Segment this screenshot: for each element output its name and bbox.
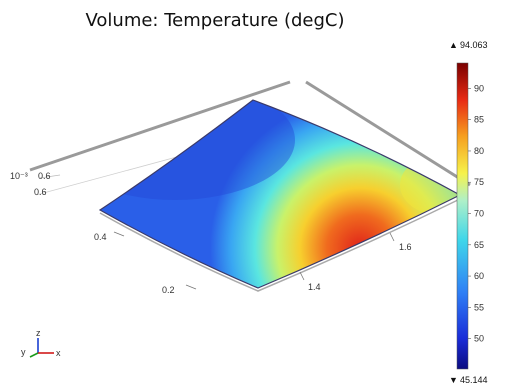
legend-tick-label: 65 (474, 240, 484, 250)
x-axis-tick-14: 1.4 (308, 282, 321, 292)
y-axis-tick-0: 0.6 (38, 171, 51, 181)
y-axis-tick-06: 0.6 (34, 187, 47, 197)
triad-y-label: y (21, 347, 26, 357)
legend-tick-label: 75 (474, 177, 484, 187)
legend-tick-label: 50 (474, 334, 484, 344)
legend-tick-label: 70 (474, 209, 484, 219)
legend-min-arrow: ▼ (449, 375, 458, 385)
legend-max-arrow: ▲ (449, 40, 458, 50)
scale-exponent-label: 10⁻³ (10, 171, 28, 181)
legend-tick-label: 60 (474, 271, 484, 281)
temperature-surface[interactable] (55, 80, 480, 292)
triad-x-label: x (56, 348, 61, 358)
triad-z-label: z (36, 328, 41, 338)
x-axis-tick-16: 1.6 (399, 242, 412, 252)
legend-tick-label: 90 (474, 83, 484, 93)
legend-tick-label: 80 (474, 146, 484, 156)
legend-tick-label: 85 (474, 115, 484, 125)
color-legend: ▲ 94.063 90 85 80 75 70 65 60 55 50 ▼ 45.144 (449, 40, 488, 385)
plot-title: Volume: Temperature (degC) (85, 10, 345, 31)
y-axis-tick-02: 0.2 (162, 285, 175, 295)
legend-tick-label: 55 (474, 302, 484, 312)
legend-max-label: 94.063 (460, 40, 488, 50)
legend-ticks: 90 85 80 75 70 65 60 55 50 (468, 83, 484, 344)
y-axis-tick-04: 0.4 (94, 232, 107, 242)
axis-triad: z x y (21, 328, 61, 358)
legend-color-bar (456, 62, 469, 370)
legend-min-label: 45.144 (460, 375, 488, 385)
axis-ticks (113, 231, 395, 290)
